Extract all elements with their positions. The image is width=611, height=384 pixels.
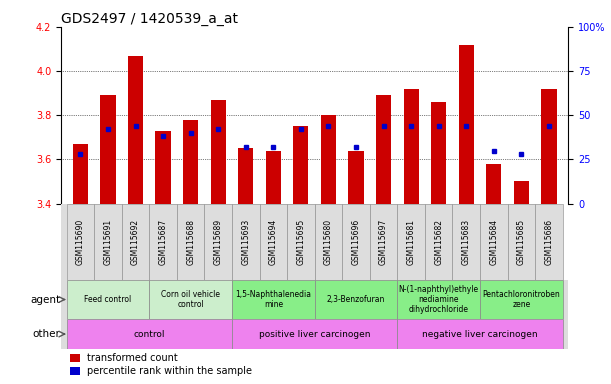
Text: GSM115684: GSM115684 (489, 219, 499, 265)
Bar (149, 280, 232, 319)
Text: GSM115696: GSM115696 (351, 219, 360, 265)
Bar (315, 280, 397, 319)
Bar (486, 164, 502, 204)
Bar (232, 280, 315, 319)
Text: Corn oil vehicle
control: Corn oil vehicle control (161, 290, 220, 309)
Bar (342, 204, 370, 280)
Text: GSM115691: GSM115691 (103, 219, 112, 265)
Text: N-(1-naphthyl)ethyle
nediamine
dihydrochloride: N-(1-naphthyl)ethyle nediamine dihydroch… (398, 285, 479, 314)
Bar (376, 95, 391, 204)
Text: 2,3-Benzofuran: 2,3-Benzofuran (327, 295, 385, 304)
Bar (94, 204, 122, 280)
Bar (514, 182, 529, 204)
Bar (370, 204, 397, 280)
Bar (287, 204, 315, 280)
Text: Pentachloronitroben
zene: Pentachloronitroben zene (483, 290, 560, 309)
Text: GSM115690: GSM115690 (76, 219, 85, 265)
Legend: transformed count, percentile rank within the sample: transformed count, percentile rank withi… (66, 349, 256, 380)
Text: GSM115683: GSM115683 (462, 219, 470, 265)
Bar (73, 144, 88, 204)
Text: GSM115685: GSM115685 (517, 219, 526, 265)
Bar (397, 280, 480, 319)
Text: negative liver carcinogen: negative liver carcinogen (422, 329, 538, 339)
Bar (453, 204, 480, 280)
Bar (459, 45, 474, 204)
Bar (403, 89, 419, 204)
Text: positive liver carcinogen: positive liver carcinogen (259, 329, 370, 339)
Bar (315, 204, 342, 280)
Bar (266, 151, 281, 204)
Bar (232, 204, 260, 280)
Bar (232, 319, 397, 349)
Bar (211, 100, 226, 204)
Bar (67, 280, 149, 319)
Bar (480, 204, 508, 280)
Bar (397, 319, 563, 349)
Bar (480, 280, 563, 319)
Bar (149, 204, 177, 280)
Text: GSM115681: GSM115681 (407, 219, 415, 265)
Bar (293, 126, 309, 204)
Text: GSM115694: GSM115694 (269, 219, 278, 265)
Bar (155, 131, 170, 204)
Bar (321, 115, 336, 204)
Bar (431, 102, 446, 204)
Text: GSM115686: GSM115686 (544, 219, 554, 265)
Bar (397, 204, 425, 280)
Text: GSM115688: GSM115688 (186, 219, 195, 265)
Text: GSM115680: GSM115680 (324, 219, 333, 265)
Bar (183, 120, 198, 204)
Text: agent: agent (31, 295, 60, 305)
Bar (177, 204, 205, 280)
Text: GSM115687: GSM115687 (159, 219, 167, 265)
Bar (535, 204, 563, 280)
Text: other: other (32, 329, 60, 339)
Bar (67, 319, 232, 349)
Text: 1,5-Naphthalenedia
mine: 1,5-Naphthalenedia mine (235, 290, 312, 309)
Bar (541, 89, 557, 204)
Text: GSM115689: GSM115689 (214, 219, 222, 265)
Bar (205, 204, 232, 280)
Bar (122, 204, 149, 280)
Bar (238, 148, 254, 204)
Text: GSM115697: GSM115697 (379, 219, 388, 265)
Bar (348, 151, 364, 204)
Text: GDS2497 / 1420539_a_at: GDS2497 / 1420539_a_at (61, 12, 238, 26)
Text: GSM115695: GSM115695 (296, 219, 306, 265)
Text: GSM115692: GSM115692 (131, 219, 140, 265)
Text: GSM115693: GSM115693 (241, 219, 251, 265)
Text: control: control (134, 329, 165, 339)
Bar (260, 204, 287, 280)
Bar (100, 95, 115, 204)
Bar (67, 204, 94, 280)
Bar (425, 204, 453, 280)
Bar (128, 56, 143, 204)
Text: Feed control: Feed control (84, 295, 131, 304)
Bar (508, 204, 535, 280)
Text: GSM115682: GSM115682 (434, 219, 443, 265)
